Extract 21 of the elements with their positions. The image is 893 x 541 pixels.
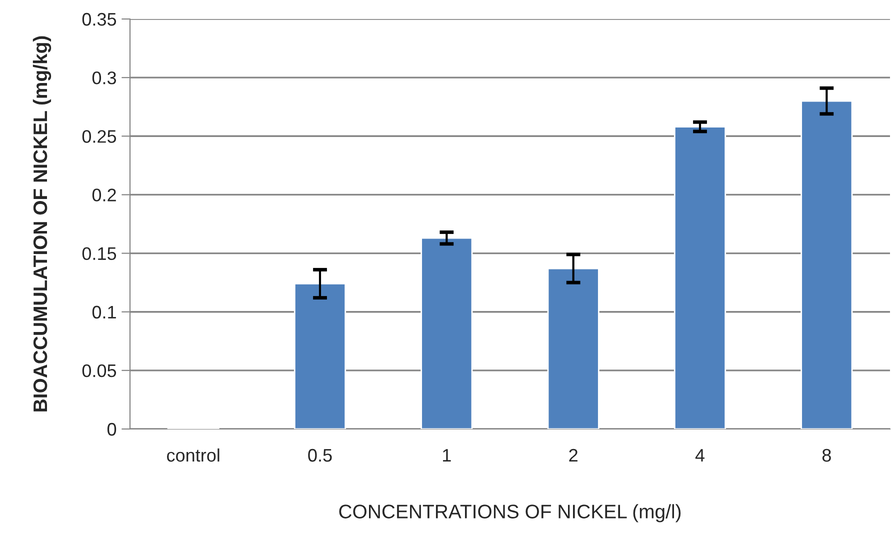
x-tick-label: 8: [822, 448, 831, 462]
bar: [547, 268, 600, 429]
x-tick-label: 1: [443, 449, 451, 462]
y-tick-label: 0.2: [92, 188, 116, 202]
y-tick-label: 0.1: [92, 306, 116, 319]
x-axis-title: CONCENTRATIONS OF NICKEL (mg/l): [339, 504, 681, 522]
bar: [800, 100, 853, 429]
bar: [420, 237, 473, 429]
x-tick-label: 0.5: [308, 448, 332, 462]
x-tick-label: 4: [695, 449, 704, 462]
x-tick-label: control: [167, 448, 220, 462]
bar: [294, 283, 346, 429]
y-tick-label: 0.05: [82, 364, 116, 378]
y-axis-title: BIOACCUMULATION OF NICKEL (mg/kg): [32, 36, 52, 412]
y-tick-label: 0.25: [82, 130, 116, 143]
y-tick-label: 0.35: [82, 12, 116, 26]
bar: [674, 126, 726, 429]
y-tick-label: 0.15: [82, 247, 116, 260]
y-tick-label: 0: [107, 422, 116, 436]
y-tick-label: 0.3: [92, 72, 116, 84]
x-tick-label: 2: [569, 448, 578, 462]
